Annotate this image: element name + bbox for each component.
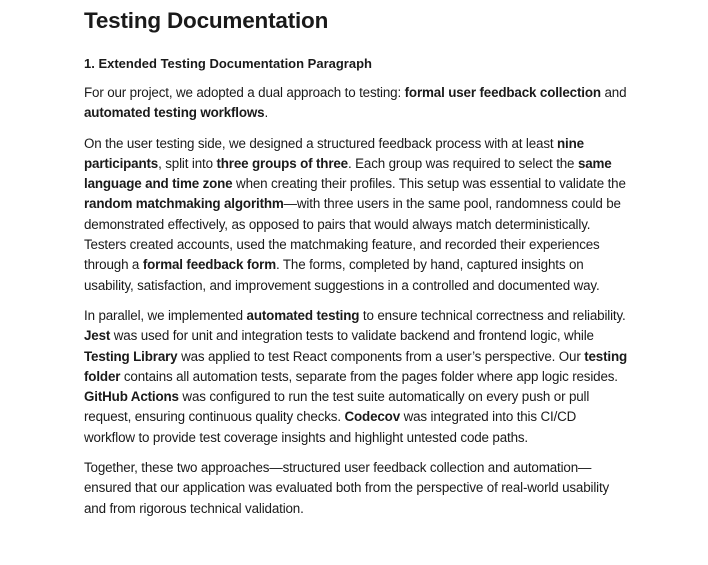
text-run: —with three users in the same pool, rand…: [84, 196, 621, 273]
text-run: contains all automation tests, separate …: [120, 368, 618, 384]
paragraph-automated-testing: In parallel, we implemented automated te…: [84, 306, 629, 448]
bold-phrase: three groups of three: [216, 155, 348, 171]
bold-phrase: formal user feedback collection: [404, 85, 601, 100]
text-run: . Each group was required to select the: [347, 155, 578, 171]
bold-phrase: automated testing workflows: [84, 105, 265, 121]
bold-phrase: same language and time zone: [84, 155, 612, 192]
paragraph-conclusion: Together, these two approaches—structure…: [84, 458, 629, 519]
bold-phrase: nine participants: [84, 135, 584, 171]
bold-phrase: random matchmaking algorithm: [84, 196, 284, 212]
bold-phrase: automated testing: [246, 307, 360, 323]
text-run: to ensure technical correctness and reli…: [359, 307, 626, 323]
bold-phrase: GitHub Actions: [84, 389, 179, 405]
paragraph-intro: For our project, we adopted a dual appro…: [84, 83, 629, 124]
text-run: , split into: [158, 155, 217, 171]
text-run: In parallel, we implemented: [84, 307, 247, 323]
section-heading: 1. Extended Testing Documentation Paragr…: [84, 56, 372, 71]
text-run: was integrated into this CI/CD workflow …: [84, 409, 577, 445]
text-run: and: [600, 85, 627, 100]
paragraph-user-testing: On the user testing side, we designed a …: [84, 134, 629, 296]
document-body: Testing Documentation 1. Extended Testin…: [84, 6, 629, 519]
text-run: . The forms, completed by hand, captured…: [84, 257, 600, 293]
page-title: Testing Documentation: [84, 8, 329, 33]
text-run: when creating their profiles. This setup…: [232, 176, 626, 192]
bold-phrase: Testing Library: [84, 348, 178, 364]
text-run: For our project, we adopted a dual appro…: [84, 85, 405, 100]
text-run: On the user testing side, we designed a …: [84, 135, 558, 151]
bold-phrase: Codecov: [344, 409, 400, 425]
text-run: was applied to test React components fro…: [177, 348, 585, 364]
text-run: was configured to run the test suite aut…: [84, 389, 590, 425]
bold-phrase: Jest: [84, 328, 111, 344]
text-run: .: [264, 105, 269, 121]
bold-phrase: testing folder: [84, 348, 628, 384]
text-run: was used for unit and integration tests …: [110, 328, 594, 344]
text-run: Together, these two approaches—structure…: [84, 460, 610, 516]
bold-phrase: formal feedback form: [142, 257, 276, 273]
